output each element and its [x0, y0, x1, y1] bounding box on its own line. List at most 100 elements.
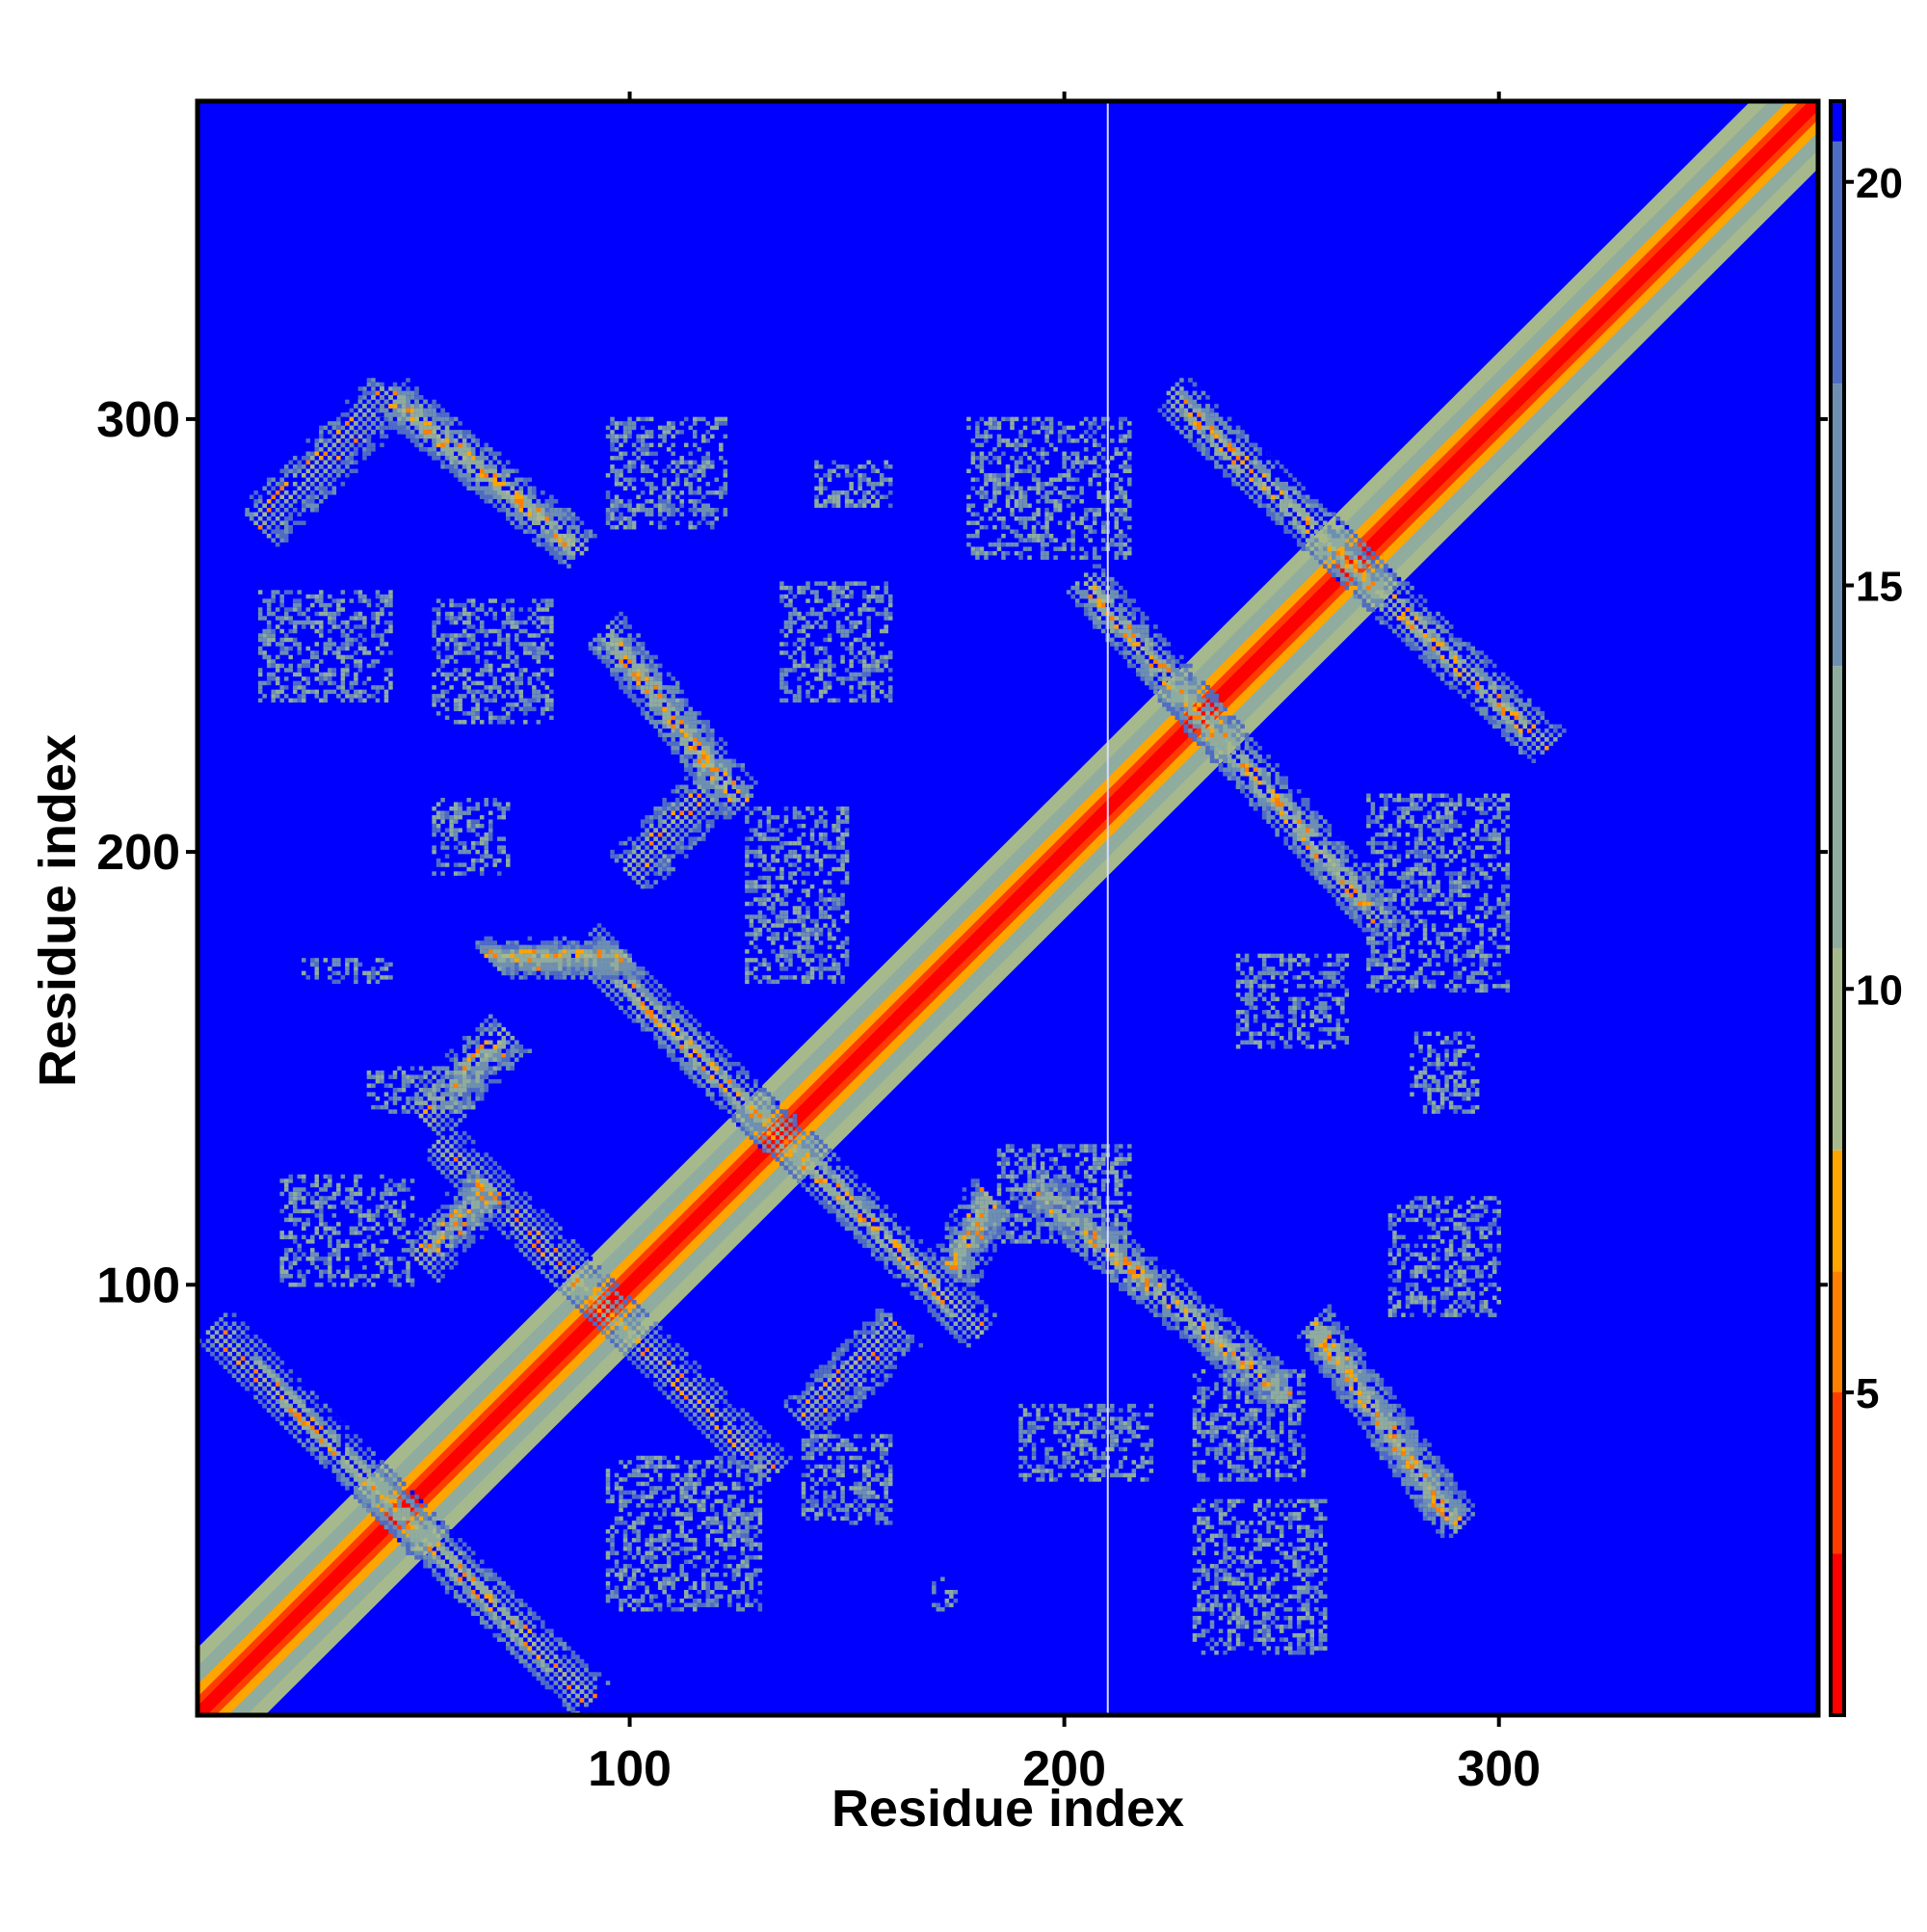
- heat-cell: [519, 1222, 523, 1226]
- heat-cell: [262, 1343, 266, 1347]
- heat-cell: [492, 1222, 496, 1226]
- heat-cell: [963, 1330, 966, 1334]
- heat-cell: [762, 1465, 766, 1469]
- heat-cell: [984, 1317, 988, 1321]
- heat-cell: [597, 1283, 601, 1286]
- heat-cell: [662, 1382, 666, 1386]
- heat-cell: [701, 1387, 705, 1390]
- heat-cell: [515, 1201, 518, 1204]
- heat-cell: [488, 1192, 492, 1196]
- heat-cell: [384, 1508, 388, 1512]
- heat-cell: [954, 1335, 958, 1338]
- heat-cell: [741, 1434, 745, 1438]
- heat-cell: [475, 1170, 479, 1174]
- heat-cell: [919, 1283, 923, 1286]
- heat-cell: [276, 1373, 279, 1377]
- heat-cell: [492, 1573, 496, 1576]
- heat-cell: [567, 1646, 570, 1650]
- heat-cell: [502, 1625, 506, 1628]
- heat-cell: [532, 1253, 536, 1257]
- heat-cell: [497, 1581, 501, 1585]
- heat-cell: [380, 1495, 383, 1498]
- heat-cell: [276, 1408, 279, 1412]
- heat-cell: [593, 1321, 596, 1325]
- heat-cell: [688, 1364, 692, 1368]
- heat-cell: [384, 1517, 388, 1521]
- heat-cell: [884, 1257, 887, 1260]
- heat-cell: [410, 1499, 414, 1503]
- heat-cell: [836, 1196, 840, 1200]
- heat-cell: [741, 1066, 745, 1070]
- heat-cell: [715, 1416, 719, 1420]
- heat-cell: [458, 1551, 462, 1555]
- heat-cell: [571, 1681, 575, 1684]
- heat-cell: [515, 1637, 518, 1641]
- heat-cell: [492, 1187, 496, 1191]
- heat-cell: [788, 1161, 792, 1165]
- heat-cell: [819, 1140, 823, 1144]
- heat-cell: [449, 1170, 453, 1174]
- heat-cell: [445, 1525, 449, 1529]
- heat-cell: [727, 1404, 731, 1408]
- heat-cell: [684, 1023, 688, 1027]
- heat-cell: [649, 1001, 653, 1005]
- heat-cell: [819, 1178, 823, 1182]
- heat-cell: [658, 984, 662, 988]
- heat-cell: [658, 1045, 662, 1048]
- heat-cell: [253, 1395, 257, 1399]
- heat-cell: [741, 1079, 745, 1083]
- heat-cell: [271, 1413, 275, 1416]
- heat-cell: [371, 1512, 375, 1516]
- heat-cell: [771, 1126, 775, 1130]
- heat-cell: [393, 1534, 397, 1538]
- heat-cell: [788, 1118, 792, 1122]
- heat-cell: [706, 1088, 710, 1092]
- heat-cell: [466, 1178, 470, 1182]
- heat-cell: [667, 1352, 671, 1356]
- heat-cell: [727, 1100, 731, 1104]
- heat-cell: [724, 1092, 727, 1096]
- heat-cell: [480, 1616, 484, 1620]
- heat-cell: [310, 1425, 314, 1429]
- heat-cell: [901, 1265, 905, 1269]
- heat-cell: [845, 1166, 849, 1170]
- heat-cell: [732, 1416, 736, 1420]
- heat-cell: [653, 997, 657, 1001]
- heat-cell: [497, 1625, 501, 1628]
- heat-cell: [641, 989, 645, 992]
- heat-cell: [302, 1408, 305, 1412]
- heat-cell: [940, 1300, 944, 1304]
- heat-cell: [250, 1373, 253, 1377]
- heat-cell: [324, 1430, 328, 1434]
- heat-cell: [537, 1257, 541, 1260]
- heat-cell: [306, 1408, 310, 1412]
- heat-cell: [319, 1425, 323, 1429]
- heat-cell: [571, 1651, 575, 1654]
- heat-cell: [336, 1416, 340, 1420]
- heat-cell: [828, 1204, 832, 1208]
- heat-cell: [332, 1434, 336, 1438]
- heat-cell: [615, 1001, 619, 1005]
- heat-cell: [354, 1460, 357, 1464]
- heat-cell: [805, 1187, 809, 1191]
- heat-cell: [388, 1521, 392, 1524]
- heat-cell: [701, 1421, 705, 1425]
- heat-cell: [911, 1279, 914, 1283]
- heat-cell: [606, 932, 610, 936]
- heat-cell: [619, 984, 622, 988]
- heat-cell: [462, 1131, 466, 1135]
- heat-cell: [601, 1296, 605, 1300]
- heat-cell: [715, 1079, 719, 1083]
- heat-cell: [645, 1330, 648, 1334]
- heat-cell: [593, 980, 596, 984]
- heat-cell: [980, 1321, 984, 1325]
- heat-cell: [906, 1257, 910, 1260]
- heat-cell: [736, 1109, 740, 1113]
- heat-cell: [724, 1390, 727, 1394]
- heat-cell: [497, 1590, 501, 1594]
- heat-cell: [884, 1218, 887, 1222]
- heat-cell: [462, 1166, 466, 1170]
- heat-cell: [393, 1517, 397, 1521]
- heat-cell: [406, 1517, 409, 1521]
- heat-cell: [402, 1512, 406, 1516]
